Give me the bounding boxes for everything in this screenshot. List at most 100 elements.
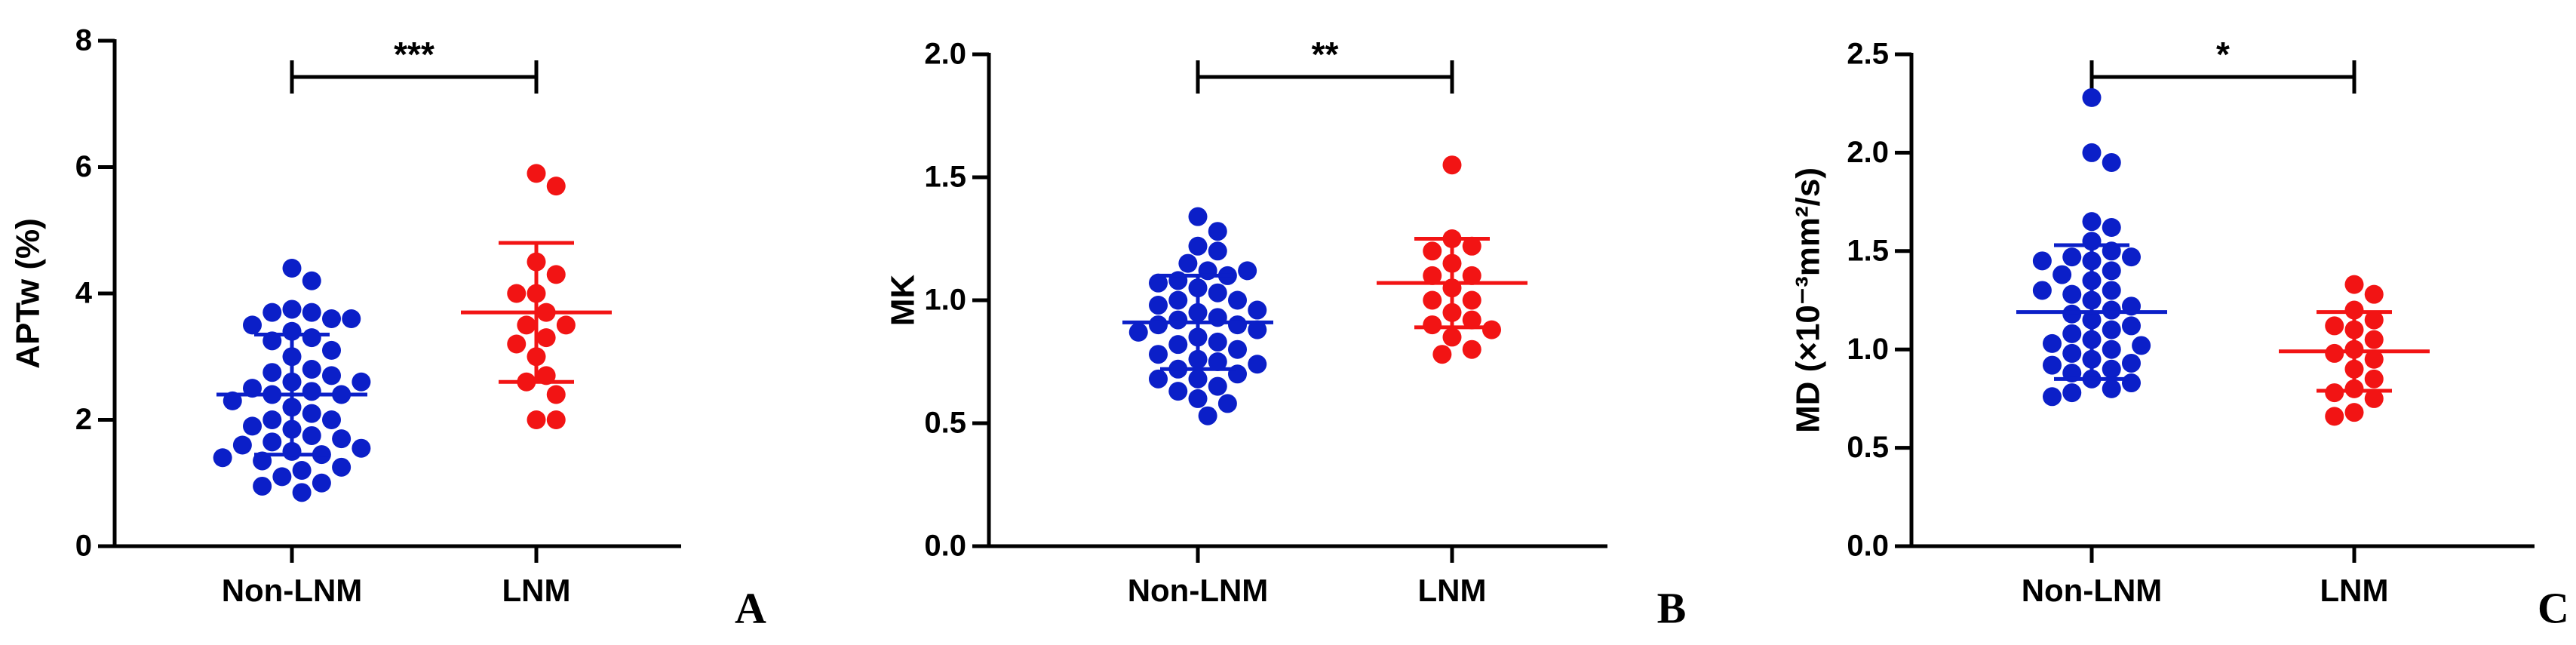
y-axis-label: MK xyxy=(885,275,922,327)
dot xyxy=(302,360,321,379)
dot xyxy=(2053,265,2072,284)
dot xyxy=(2062,343,2082,363)
dot xyxy=(243,416,262,436)
y-tick-label: 2.0 xyxy=(924,38,966,71)
dot xyxy=(1462,236,1481,256)
dot xyxy=(282,299,302,319)
dot xyxy=(292,483,312,502)
dot xyxy=(263,410,282,429)
dot xyxy=(2082,88,2102,107)
dot xyxy=(1188,369,1208,389)
dot xyxy=(2325,343,2344,363)
dot xyxy=(2062,383,2082,403)
dot xyxy=(1432,345,1452,364)
dot xyxy=(1208,376,1227,396)
x-tick-label: LNM xyxy=(1418,573,1487,608)
dot xyxy=(332,457,352,477)
dot xyxy=(2062,304,2082,324)
dot xyxy=(546,265,566,284)
y-tick-label: 2.0 xyxy=(1847,136,1889,169)
dot xyxy=(2032,281,2052,300)
dot xyxy=(507,334,527,354)
y-tick-label: 0 xyxy=(75,530,92,563)
dot xyxy=(1462,310,1481,330)
dot xyxy=(2344,300,2364,320)
dot xyxy=(1228,315,1247,335)
dot xyxy=(1149,369,1168,389)
dot xyxy=(322,340,341,360)
dot xyxy=(302,303,321,322)
y-tick-label: 1.5 xyxy=(1847,234,1889,267)
dot xyxy=(2102,339,2121,359)
dot xyxy=(1188,236,1208,256)
dot xyxy=(1482,320,1501,339)
dot xyxy=(2132,336,2151,355)
dot xyxy=(1462,290,1481,310)
dot xyxy=(2364,389,2384,408)
x-tick-label: LNM xyxy=(2320,573,2389,608)
dot xyxy=(1442,327,1462,347)
dot xyxy=(263,363,282,382)
dot xyxy=(2102,152,2121,172)
dot xyxy=(2032,251,2052,271)
dot xyxy=(2102,300,2121,320)
dot xyxy=(1423,290,1442,310)
dot xyxy=(2364,284,2384,304)
dot xyxy=(302,328,321,348)
dot xyxy=(1178,253,1198,273)
dot xyxy=(302,382,321,401)
dot xyxy=(282,259,302,278)
y-tick-label: 8 xyxy=(75,24,92,57)
dot xyxy=(1208,241,1227,261)
y-tick-label: 6 xyxy=(75,150,92,183)
dot xyxy=(2043,387,2062,407)
dot xyxy=(2102,261,2121,281)
dot xyxy=(263,432,282,452)
dot xyxy=(1462,266,1481,285)
y-tick-label: 0.0 xyxy=(1847,530,1889,563)
dot xyxy=(2062,284,2082,304)
dot xyxy=(2344,275,2364,294)
dot xyxy=(1168,335,1188,355)
dot xyxy=(272,467,292,487)
dot xyxy=(2082,143,2102,162)
dot xyxy=(2102,379,2121,398)
panel-label: B xyxy=(1657,583,1687,632)
dot xyxy=(243,315,262,335)
x-tick-label: LNM xyxy=(502,573,571,608)
dot xyxy=(1228,290,1247,310)
dot xyxy=(556,315,576,335)
dot xyxy=(527,410,546,429)
y-tick-label: 2 xyxy=(75,403,92,436)
dot xyxy=(546,385,566,404)
y-tick-label: 2.5 xyxy=(1847,38,1889,71)
y-tick-label: 1.0 xyxy=(1847,333,1889,366)
dot xyxy=(1188,207,1208,226)
dot xyxy=(322,309,341,328)
dot xyxy=(322,366,341,385)
dot xyxy=(2364,369,2384,389)
dot xyxy=(352,438,371,458)
dot xyxy=(292,461,312,480)
dot xyxy=(1248,320,1267,339)
y-tick-label: 0.5 xyxy=(1847,431,1889,464)
dot xyxy=(527,164,546,183)
dot xyxy=(2122,316,2141,336)
dot xyxy=(1423,315,1442,335)
dot xyxy=(507,284,527,303)
dot xyxy=(1149,273,1168,293)
dot xyxy=(2344,403,2364,422)
dot xyxy=(1188,389,1208,408)
panel-label: C xyxy=(2538,583,2569,632)
dot xyxy=(1168,382,1188,401)
dot xyxy=(1149,296,1168,315)
y-tick-label: 0.0 xyxy=(924,530,966,563)
dot xyxy=(302,425,321,445)
dot xyxy=(1149,345,1168,364)
dot xyxy=(2102,281,2121,300)
y-tick-label: 1.5 xyxy=(924,161,966,194)
dot xyxy=(2364,310,2384,330)
dot xyxy=(1208,283,1227,303)
dot xyxy=(1208,352,1227,371)
